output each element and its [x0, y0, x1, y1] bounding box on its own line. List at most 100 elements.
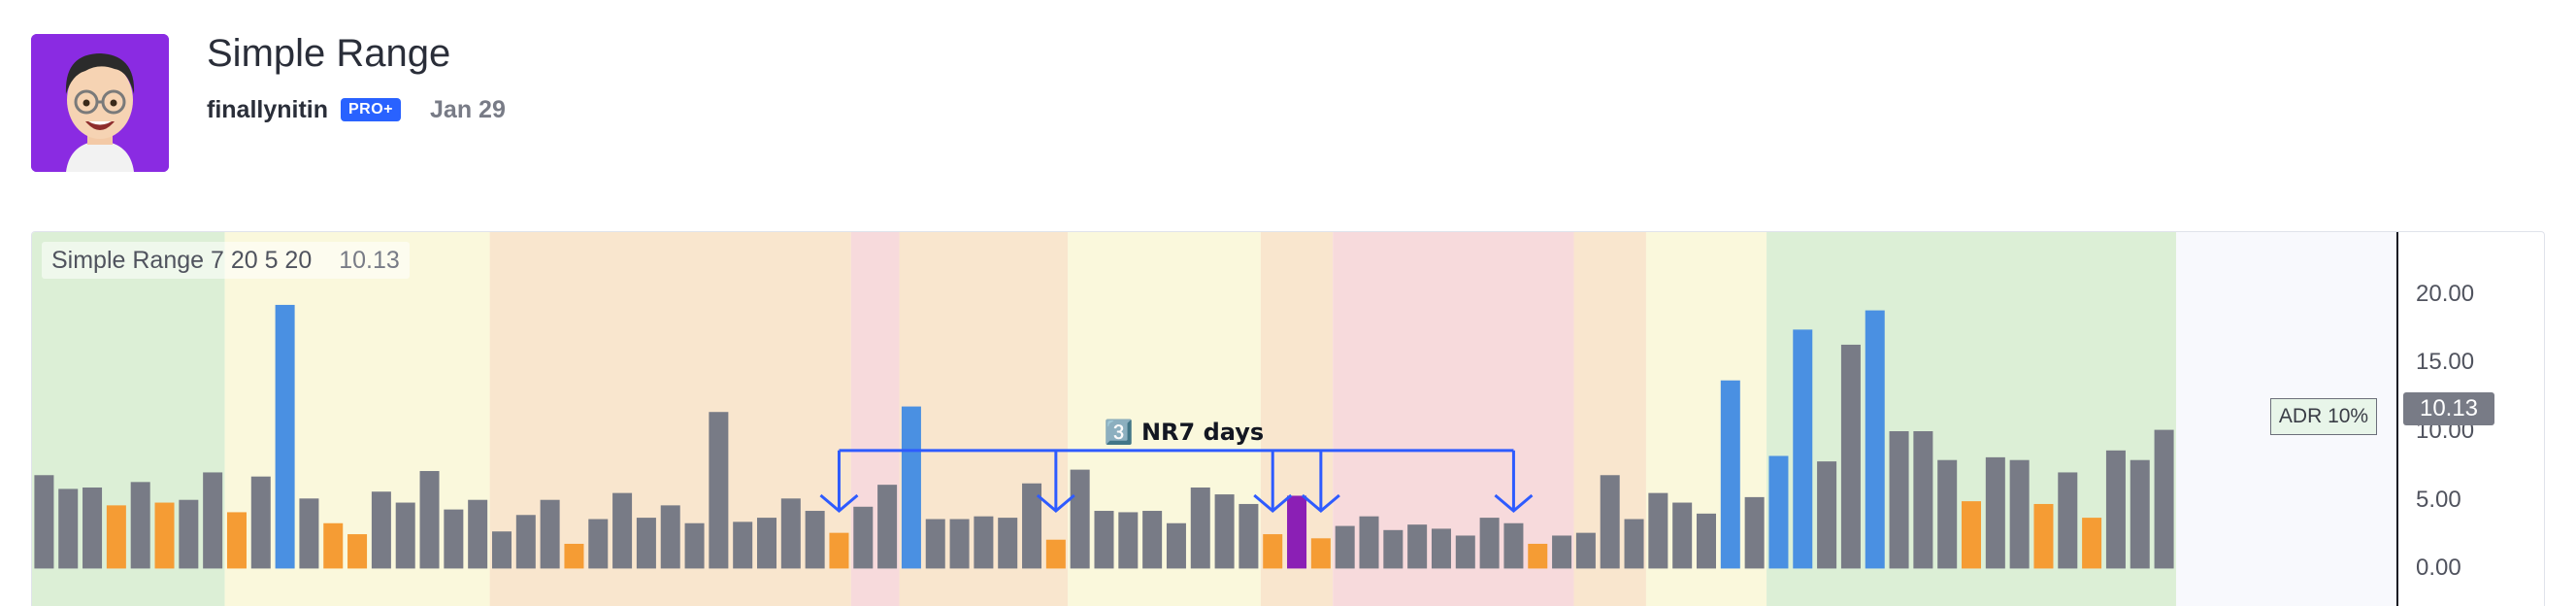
range-bar — [1528, 543, 1548, 569]
range-bar — [179, 499, 199, 569]
range-bar — [853, 506, 874, 569]
range-bar — [949, 519, 970, 569]
range-bar — [1865, 310, 1885, 569]
range-bar — [2009, 459, 2030, 569]
author-avatar[interactable] — [31, 34, 169, 172]
range-bar — [1648, 492, 1668, 569]
range-bar — [203, 472, 223, 569]
range-bar — [130, 482, 150, 569]
range-bar — [877, 485, 898, 569]
nr7-arrow-head — [1494, 493, 1534, 513]
range-bar — [1335, 525, 1355, 569]
range-bars — [34, 304, 2174, 569]
range-bar — [709, 412, 729, 569]
indicator-value: 10.13 — [339, 246, 400, 274]
range-bar — [419, 471, 440, 569]
range-bar — [371, 491, 391, 569]
range-bar — [1190, 487, 1210, 569]
range-bar — [564, 543, 584, 569]
range-bar — [1889, 431, 1909, 569]
range-bar — [733, 522, 753, 569]
range-bar — [612, 492, 633, 569]
idea-title: Simple Range — [207, 32, 451, 75]
range-bar — [1744, 496, 1765, 569]
range-bar — [757, 518, 777, 569]
author-name[interactable]: finallynitin — [207, 95, 328, 123]
range-bar — [684, 522, 705, 569]
range-histogram: 3️⃣ NR7 days — [32, 232, 2396, 606]
range-bar — [1214, 494, 1235, 569]
range-bar — [1166, 522, 1186, 569]
range-bar — [1045, 539, 1066, 569]
range-bar — [1287, 495, 1307, 569]
range-bar — [1238, 503, 1259, 569]
range-bar — [660, 505, 680, 569]
range-bar — [1383, 529, 1404, 569]
range-bar — [1672, 502, 1693, 569]
range-bar — [250, 476, 271, 569]
memoji-avatar-image — [31, 34, 169, 172]
range-bar — [1142, 511, 1163, 569]
range-bar — [1913, 431, 1933, 569]
range-bar — [2105, 450, 2126, 569]
pro-plus-badge: PRO+ — [341, 98, 402, 121]
range-bar — [588, 519, 609, 569]
chart-pane[interactable]: 3️⃣ NR7 days Simple Range 7 20 5 20 10.1… — [31, 231, 2545, 606]
indicator-legend[interactable]: Simple Range 7 20 5 20 10.13 — [42, 242, 410, 279]
y-tick-label: 0.00 — [2416, 555, 2461, 582]
range-bar — [901, 406, 921, 569]
range-bar — [2058, 472, 2078, 569]
range-bar — [2033, 503, 2054, 569]
range-bar — [2154, 429, 2174, 569]
range-bar — [323, 522, 344, 569]
range-bar — [515, 515, 536, 569]
range-bar — [1359, 516, 1379, 569]
range-bar — [1479, 518, 1500, 569]
range-bar — [226, 512, 247, 569]
publish-date: Jan 29 — [430, 95, 506, 123]
range-bar — [1431, 528, 1451, 569]
nr7-arrow-head — [1253, 493, 1293, 513]
range-bar — [636, 518, 656, 569]
indicator-name: Simple Range 7 20 5 20 — [51, 246, 313, 274]
range-bar — [780, 498, 801, 569]
range-bar — [1575, 532, 1596, 569]
range-bar — [974, 516, 994, 569]
range-bar — [1455, 535, 1475, 569]
range-bar — [1937, 459, 1958, 569]
range-bar — [1696, 513, 1716, 569]
range-bar — [998, 518, 1018, 569]
range-bar — [1793, 329, 1813, 569]
nr7-label: 3️⃣ NR7 days — [1105, 419, 1264, 446]
range-bar — [1985, 456, 2005, 569]
y-tick-label: 15.00 — [2416, 349, 2475, 376]
range-bar — [347, 534, 368, 569]
range-bar — [1720, 380, 1740, 569]
range-bar — [1407, 524, 1428, 569]
range-bar — [1768, 455, 1789, 569]
range-bar — [1070, 469, 1090, 569]
y-tick-label: 5.00 — [2416, 486, 2461, 513]
range-bar — [83, 487, 103, 569]
range-bar — [275, 304, 295, 569]
author-row: finallynitin PRO+ Jan 29 — [207, 92, 506, 127]
range-bar — [106, 505, 126, 569]
range-bar — [1817, 461, 1837, 569]
range-bar — [299, 498, 319, 569]
range-bar — [1118, 512, 1139, 569]
range-bar — [444, 509, 464, 569]
range-bar — [1962, 501, 1982, 569]
nr7-arrow-head — [1301, 493, 1340, 513]
range-bar — [468, 499, 488, 569]
last-value-tag: 10.13 — [2403, 392, 2494, 425]
range-bar — [2082, 518, 2102, 569]
range-bar — [925, 519, 945, 569]
range-bar — [34, 475, 54, 569]
range-bar — [1022, 483, 1042, 569]
range-bar — [805, 511, 825, 569]
y-tick-label: 20.00 — [2416, 280, 2475, 307]
range-bar — [395, 502, 415, 569]
range-bar — [1552, 535, 1572, 569]
price-axis-divider — [2396, 232, 2398, 606]
range-bar — [1624, 519, 1644, 569]
